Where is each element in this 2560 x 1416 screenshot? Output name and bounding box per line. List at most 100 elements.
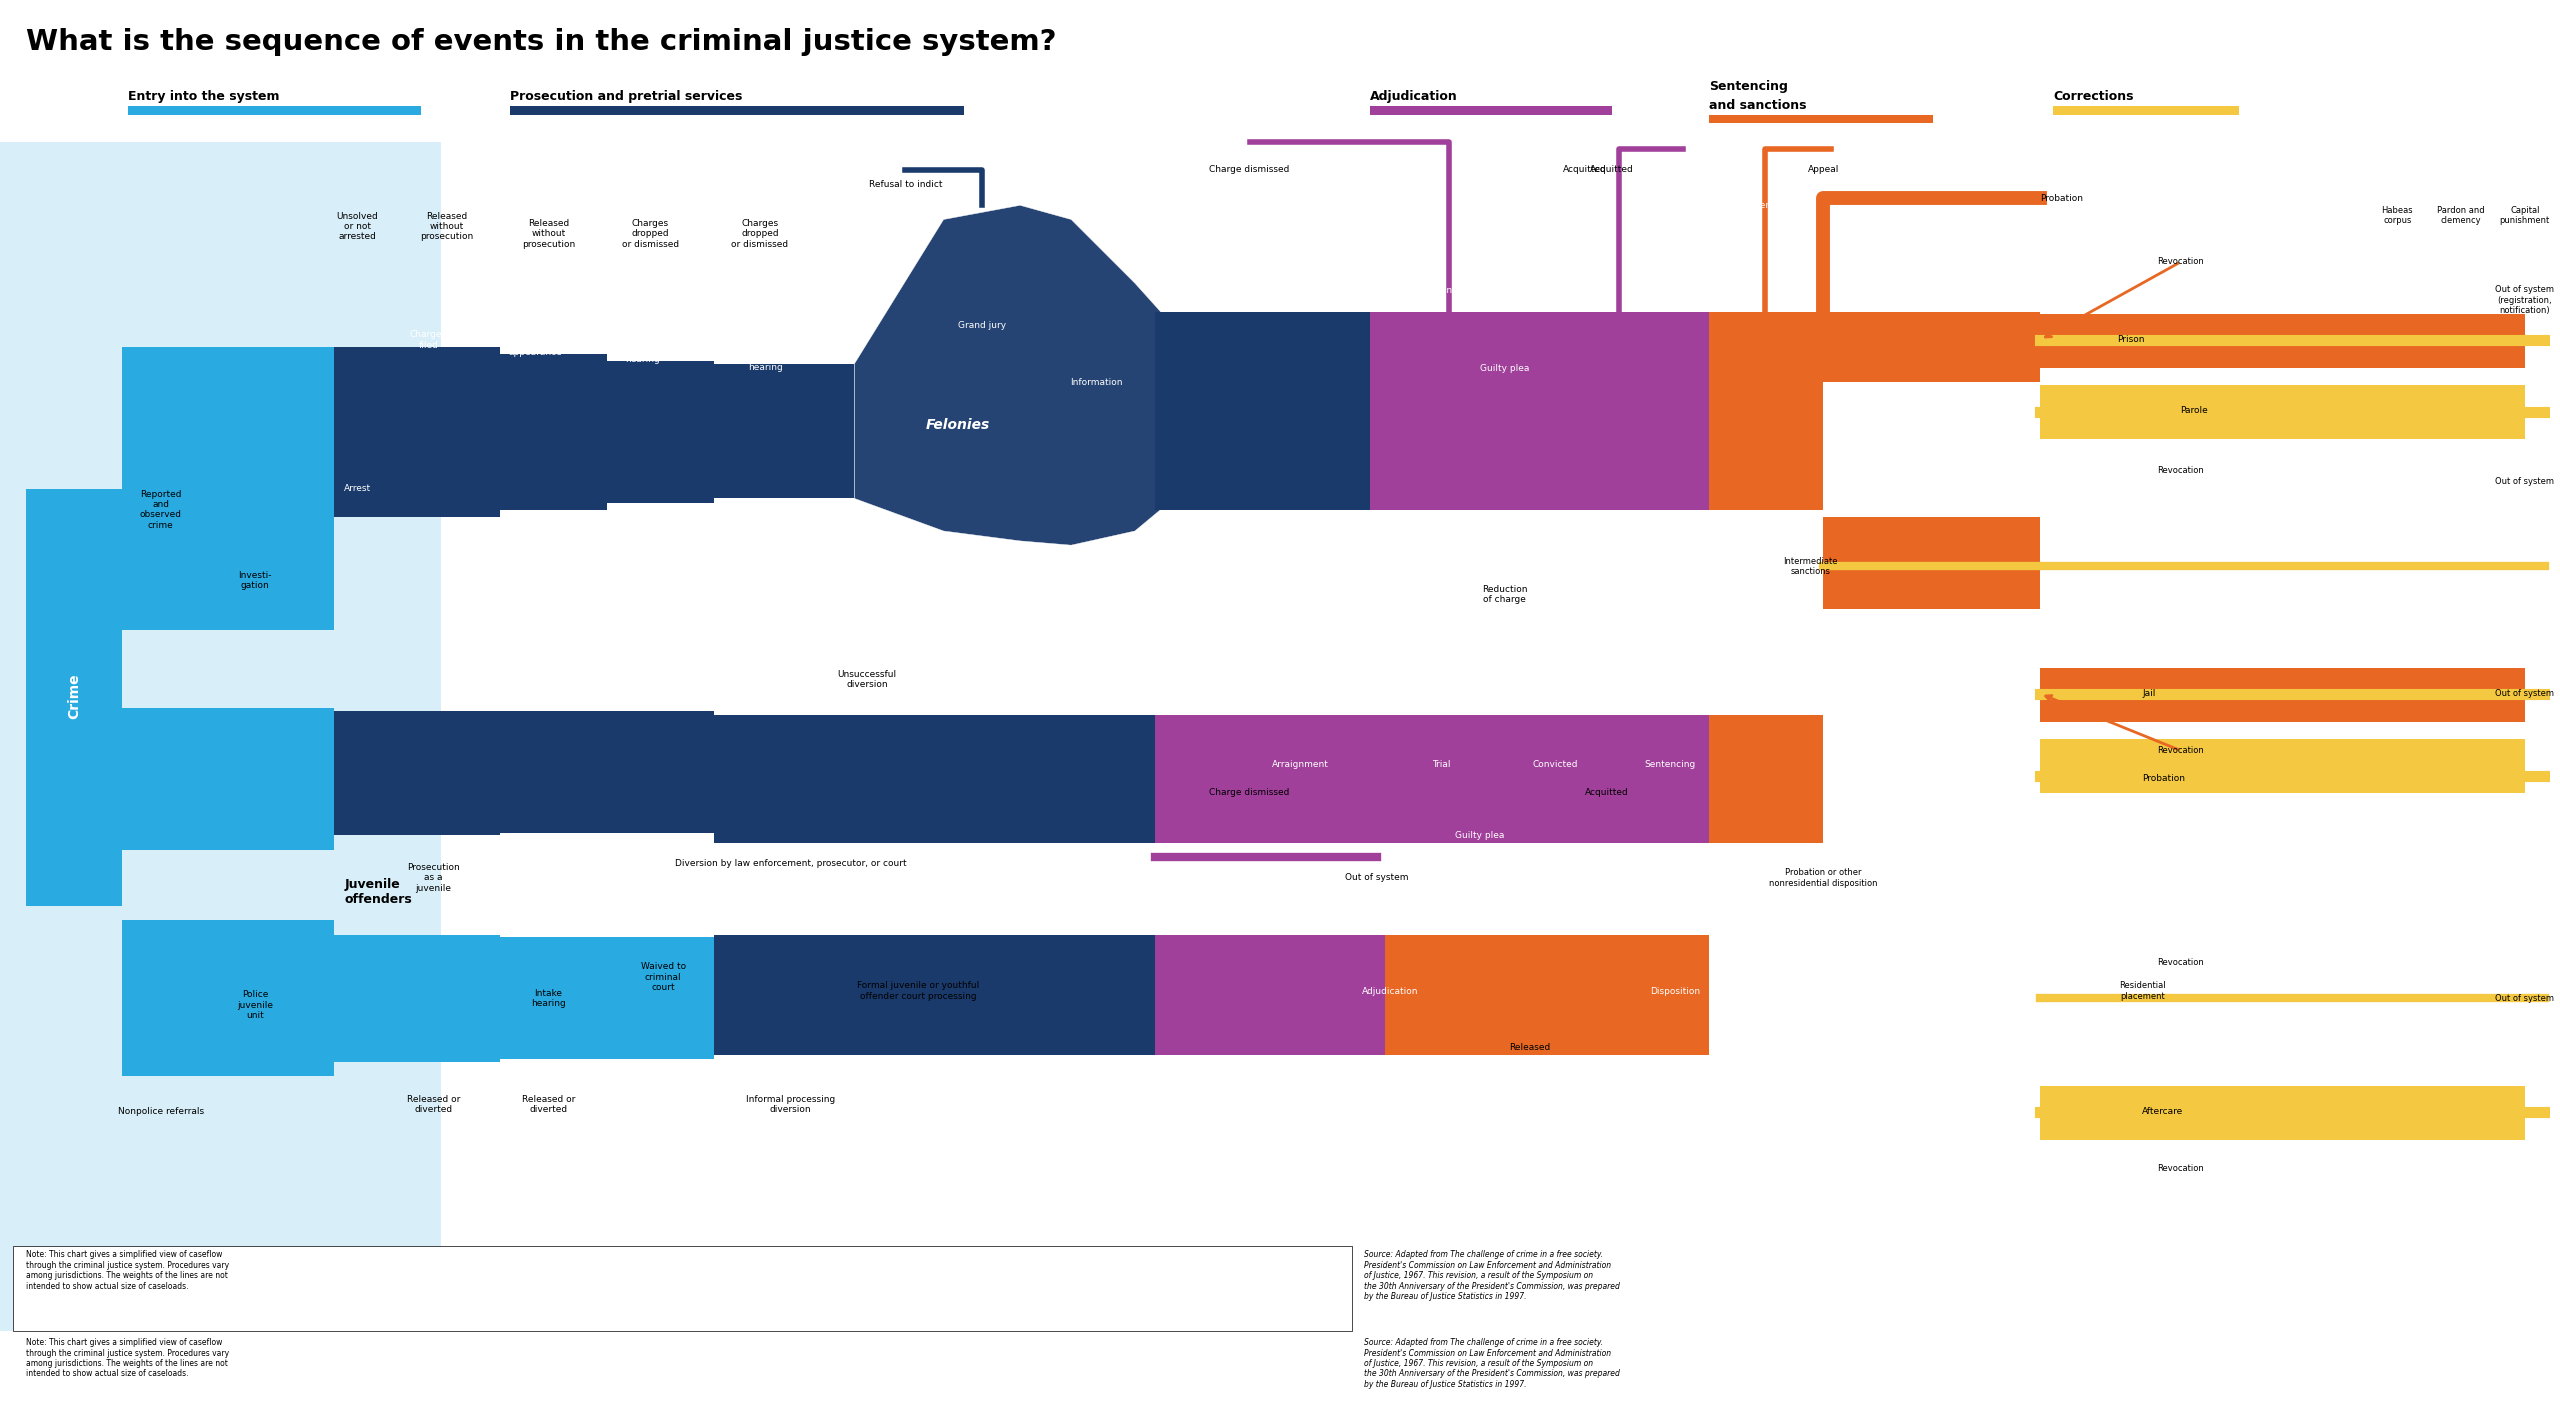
Text: Out of system: Out of system [2496, 477, 2555, 486]
Text: Arrest: Arrest [343, 484, 371, 493]
Text: Formal juvenile or youthful
offender court processing: Formal juvenile or youthful offender cou… [858, 981, 980, 1001]
Bar [607, 711, 714, 833]
Bar [123, 347, 335, 630]
Bar [714, 715, 1160, 843]
Text: Out of system: Out of system [2496, 994, 2555, 1003]
Text: Sentencing: Sentencing [1646, 760, 1697, 769]
Bar [26, 489, 123, 906]
Text: Revocation: Revocation [2158, 1164, 2204, 1172]
Bar [1708, 715, 1823, 843]
Text: Diversion by law enforcement, prosecutor, or court: Diversion by law enforcement, prosecutor… [676, 860, 906, 868]
Text: Trial: Trial [1431, 760, 1449, 769]
Text: Prison: Prison [2117, 336, 2145, 344]
Text: Out of system: Out of system [2496, 690, 2555, 698]
Text: Note: This chart gives a simplified view of caseflow
through the criminal justic: Note: This chart gives a simplified view… [26, 1250, 228, 1290]
Text: Trial: Trial [1559, 286, 1577, 295]
Text: Entry into the system: Entry into the system [128, 91, 279, 103]
Text: Charges
dropped
or dismissed: Charges dropped or dismissed [732, 218, 788, 249]
Text: Revocation: Revocation [2158, 466, 2204, 474]
Text: Investi-
gation: Investi- gation [238, 571, 271, 590]
Bar [2053, 106, 2240, 115]
Text: Aftercare: Aftercare [2143, 1107, 2184, 1116]
Bar [2040, 668, 2524, 722]
Text: Police
juvenile
unit: Police juvenile unit [238, 990, 274, 1021]
Text: Guilty plea: Guilty plea [1454, 831, 1503, 840]
Bar [123, 920, 335, 1076]
Text: Prosecution
as a
juvenile: Prosecution as a juvenile [407, 862, 461, 893]
Text: Charges
dropped
or dismissed: Charges dropped or dismissed [622, 218, 678, 249]
Text: Released: Released [1510, 1044, 1551, 1052]
Text: Out of system: Out of system [1347, 874, 1408, 882]
Bar [1370, 106, 1613, 115]
Bar [499, 711, 607, 833]
Bar [2040, 385, 2524, 439]
Bar [2040, 1086, 2524, 1140]
Text: Misdemeanors: Misdemeanors [957, 701, 1070, 715]
Bar [1155, 715, 1480, 843]
Text: Adjudication: Adjudication [1370, 91, 1457, 103]
Bar [1480, 312, 1620, 510]
Text: Pardon and
clemency: Pardon and clemency [2437, 205, 2486, 225]
Bar [1823, 312, 2040, 382]
Text: Intake
hearing: Intake hearing [530, 988, 566, 1008]
Text: Probation: Probation [2143, 775, 2186, 783]
Text: and sanctions: and sanctions [1708, 99, 1807, 112]
Bar [1620, 312, 1708, 510]
Bar [1823, 517, 2040, 609]
Text: Arraignment: Arraignment [1272, 760, 1329, 769]
Text: Unsolved
or not
arrested: Unsolved or not arrested [335, 211, 379, 242]
Text: Out of system
(registration,
notification): Out of system (registration, notificatio… [2496, 285, 2555, 316]
Text: Prosecution and pretrial services: Prosecution and pretrial services [509, 91, 742, 103]
Bar [714, 935, 1155, 1055]
Text: Revocation: Revocation [2158, 959, 2204, 967]
Bar [335, 935, 499, 1062]
Bar [607, 361, 714, 503]
Bar [13, 1246, 1352, 1331]
Text: Charges
filed: Charges filed [410, 330, 448, 350]
Text: Adjudication: Adjudication [1362, 987, 1418, 995]
Text: Released or
diverted: Released or diverted [407, 1095, 461, 1114]
Text: Acquitted: Acquitted [1564, 166, 1608, 174]
Bar [607, 937, 714, 1059]
Bar [123, 708, 335, 850]
Text: Reduction
of charge: Reduction of charge [1482, 585, 1528, 605]
Text: Probation: Probation [2040, 194, 2084, 202]
Text: Revocation: Revocation [2158, 746, 2204, 755]
Text: Released or
diverted: Released or diverted [522, 1095, 576, 1114]
Bar [1385, 935, 1708, 1055]
Text: Released
without
prosecution: Released without prosecution [420, 211, 474, 242]
Text: Refusal to indict: Refusal to indict [868, 180, 942, 188]
Text: Nonpolice referrals: Nonpolice referrals [118, 1107, 205, 1116]
Text: Arraignment: Arraignment [1421, 286, 1477, 295]
Text: Bail or
detention
hearing: Bail or detention hearing [742, 341, 786, 372]
Bar [1155, 312, 1372, 510]
Text: Charge dismissed: Charge dismissed [1208, 166, 1290, 174]
Text: Source: Adapted from The challenge of crime in a free society.
President's Commi: Source: Adapted from The challenge of cr… [1364, 1338, 1620, 1389]
Text: What is the sequence of events in the criminal justice system?: What is the sequence of events in the cr… [26, 28, 1057, 57]
Text: Capital
punishment: Capital punishment [2499, 205, 2550, 225]
Text: Crime: Crime [67, 674, 82, 719]
Text: Appeal: Appeal [1807, 166, 1838, 174]
Bar [499, 354, 607, 510]
Text: Grand jury: Grand jury [957, 321, 1006, 330]
Text: Probation or other
nonresidential disposition: Probation or other nonresidential dispos… [1769, 868, 1876, 888]
Text: Convicted: Convicted [1533, 760, 1580, 769]
Text: Habeas
corpus: Habeas corpus [2381, 205, 2414, 225]
Text: Preliminary
hearing: Preliminary hearing [617, 344, 668, 364]
Text: Source: Adapted from The challenge of crime in a free society.
President's Commi: Source: Adapted from The challenge of cr… [1364, 1250, 1620, 1301]
Bar [2040, 314, 2524, 368]
Text: Intermediate
sanctions: Intermediate sanctions [1784, 556, 1838, 576]
Text: Corrections: Corrections [2053, 91, 2132, 103]
Text: Convicted: Convicted [1649, 286, 1692, 295]
Text: Waived to
criminal
court: Waived to criminal court [640, 961, 686, 993]
Text: Parole: Parole [2181, 406, 2209, 415]
Text: Acquitted: Acquitted [1585, 789, 1628, 797]
Text: Residential
placement: Residential placement [2120, 981, 2166, 1001]
Text: Disposition: Disposition [1651, 987, 1700, 995]
Text: Charge dismissed: Charge dismissed [1208, 789, 1290, 797]
Text: Released
without
prosecution: Released without prosecution [522, 218, 576, 249]
Bar [1708, 115, 1933, 123]
Text: Juvenile
offenders: Juvenile offenders [343, 878, 412, 906]
Text: Information: Information [1070, 378, 1124, 387]
Text: Acquitted: Acquitted [1590, 166, 1633, 174]
